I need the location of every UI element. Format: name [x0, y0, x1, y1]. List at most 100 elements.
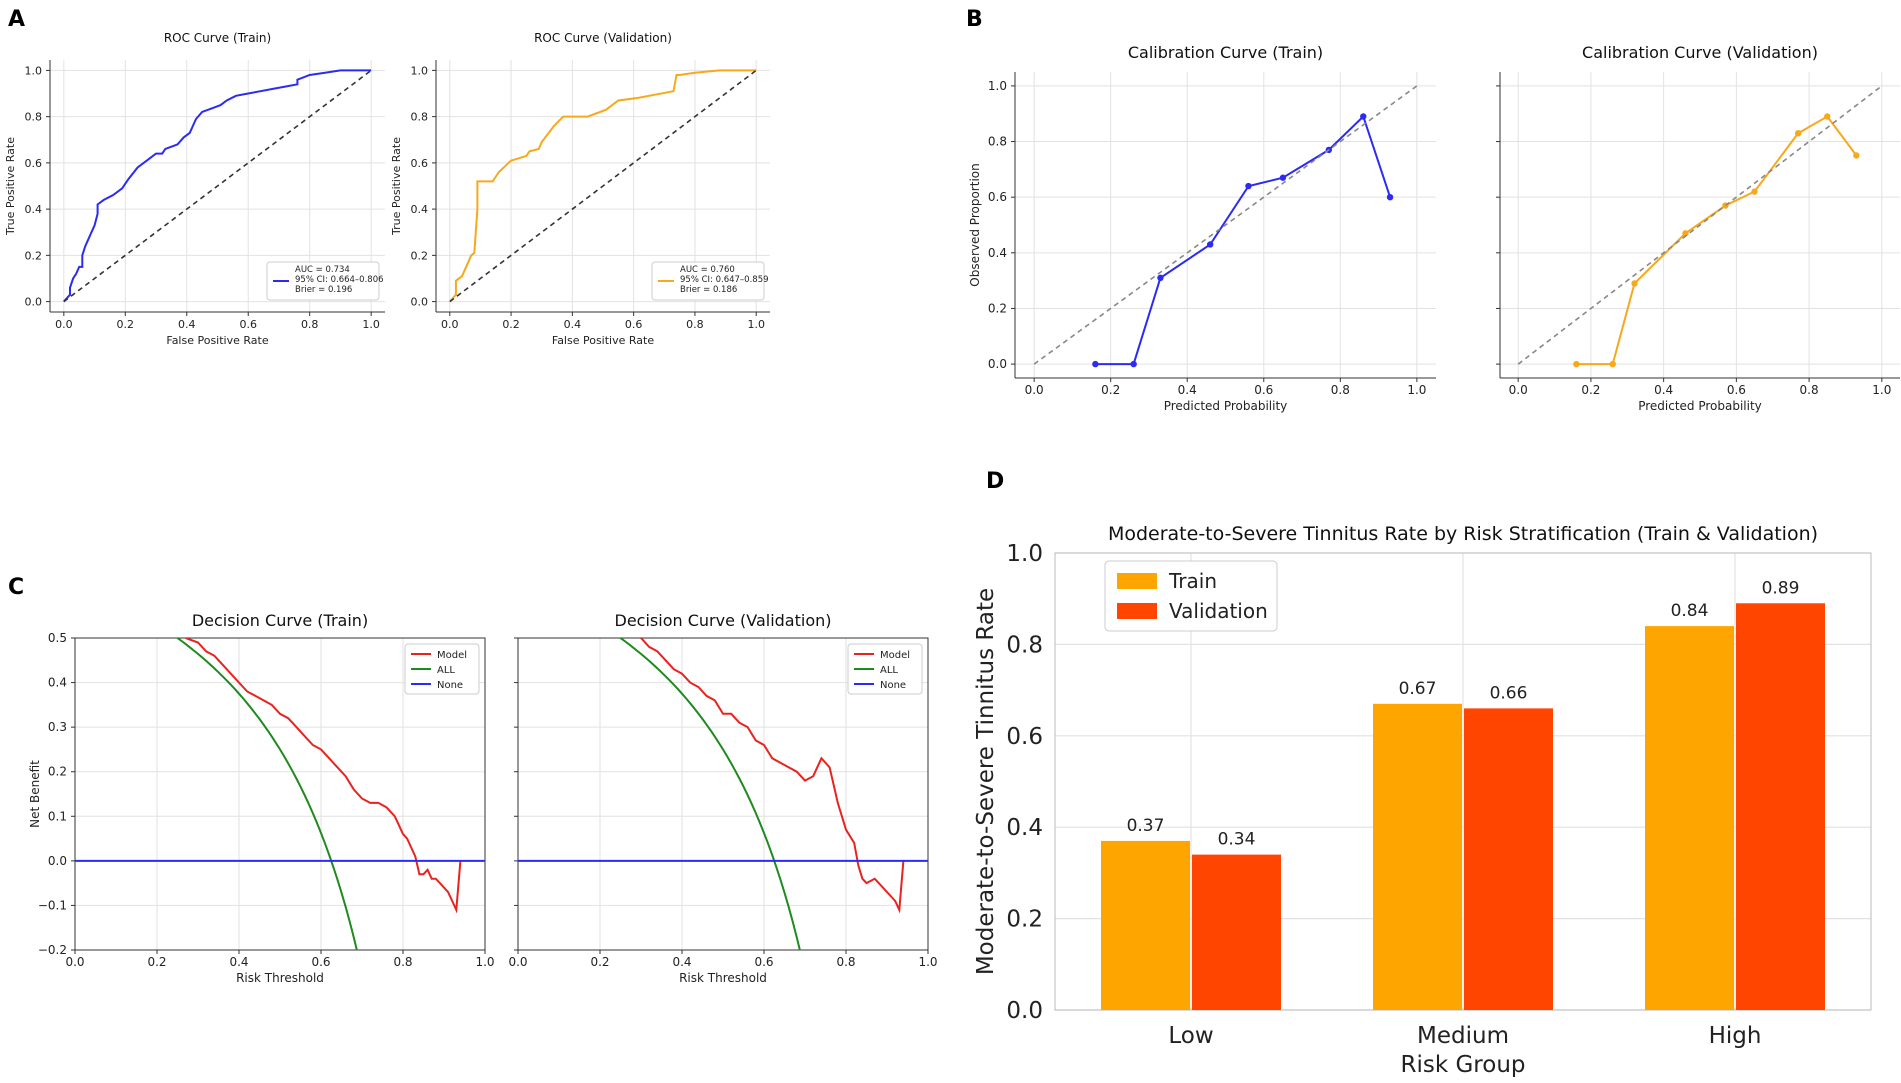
- series-line-perfect: [1517, 85, 1883, 365]
- bar-train-low: [1101, 840, 1190, 1010]
- x-tick-label: 0.4: [564, 318, 582, 331]
- x-tick-label: 0.8: [1331, 383, 1350, 397]
- series-line-model: [1576, 115, 1858, 366]
- x-tick-label: 0.6: [239, 318, 257, 331]
- legend-box: [404, 643, 480, 695]
- chart-title: Calibration Curve (Validation): [1582, 43, 1818, 62]
- x-tick-label: 0.2: [147, 955, 166, 969]
- legend-entry: Brier = 0.186: [680, 285, 737, 295]
- y-tick-label: 0.5: [48, 631, 67, 645]
- bar-train-medium: [1373, 703, 1462, 1010]
- data-point: [1206, 241, 1214, 248]
- y-tick-label: 0.6: [25, 157, 43, 170]
- x-tick-label: 0.2: [1581, 383, 1600, 397]
- x-axis-label: Risk Group: [1400, 1052, 1525, 1078]
- bar-value-label: 0.37: [1127, 816, 1165, 836]
- y-tick-label: 0.2: [1006, 907, 1043, 933]
- legend-swatch: [1117, 603, 1157, 619]
- bar-validation-high: [1736, 603, 1825, 1010]
- series-layer: [449, 69, 757, 303]
- x-axis-label: Risk Threshold: [679, 971, 767, 985]
- plot-frame: [1054, 552, 1872, 1011]
- bar-validation-medium: [1464, 708, 1553, 1010]
- chart-cal-train: 0.0 0.2 0.4 0.6 0.8 1.0 0.0 0.2 0.4 0.6 0.8 1.0 Cali…: [968, 43, 1436, 413]
- chart-roc-train: 0.0 0.2 0.4 0.6 0.8 1.0 0.0 0.2 0.4 0.6 0.8 1.0 ROC …: [4, 31, 385, 347]
- data-point: [1794, 130, 1802, 137]
- data-point: [1853, 152, 1860, 159]
- x-tick-label: 0.0: [441, 318, 459, 331]
- y-tick-label: 0.2: [411, 249, 429, 262]
- data-point: [1573, 360, 1580, 368]
- chart-roc-val: 0.0 0.2 0.4 0.6 0.8 1.0 0.0 0.2 0.4 0.6 0.8 1.0 ROC …: [390, 31, 770, 347]
- series-line-chance: [63, 69, 372, 303]
- legend-entry: Train: [1168, 569, 1217, 593]
- y-tick-label: 0.0: [988, 357, 1007, 371]
- x-tick-label: 0.4: [1654, 383, 1673, 397]
- y-tick-label: 0.4: [988, 246, 1007, 260]
- x-tick-label: 0.0: [1025, 383, 1044, 397]
- legend-entry: Validation: [1169, 599, 1268, 623]
- series-line-model: [640, 638, 905, 914]
- y-tick-label: 0.8: [988, 135, 1007, 149]
- y-axis-label: Observed Proportion: [968, 163, 982, 286]
- chart-title: Moderate-to-Severe Tinnitus Rate by Risk…: [1108, 523, 1818, 545]
- x-tick-label: 0.0: [1509, 383, 1528, 397]
- y-axis-label: Net Benefit: [28, 760, 42, 828]
- legend-entry: Model: [437, 650, 467, 661]
- x-tick-label: 0.8: [1800, 383, 1819, 397]
- panel-letter-c: C: [8, 575, 24, 600]
- x-tick-label: High: [1709, 1023, 1762, 1049]
- data-point: [1631, 280, 1638, 287]
- x-tick-label: 0.6: [754, 955, 773, 969]
- y-tick-label: 0.3: [48, 720, 67, 734]
- data-point: [1824, 113, 1831, 120]
- data-point: [1386, 193, 1394, 201]
- y-tick-label: 0.8: [411, 111, 429, 124]
- legend-entry: None: [437, 680, 463, 691]
- series-layer: [1033, 85, 1418, 368]
- series-line-roc: [449, 69, 757, 303]
- y-tick-label: 0.4: [48, 676, 67, 690]
- series-line-all: [175, 638, 358, 950]
- y-tick-label: 0.6: [988, 190, 1007, 204]
- plot-frame: [517, 637, 929, 951]
- series-line-model: [185, 638, 462, 914]
- y-tick-label: 1.0: [25, 64, 43, 77]
- series-layer: [1517, 85, 1883, 368]
- chart-dca-val: 0.0 0.2 0.4 0.6 0.8 1.0 Decision Curve (Valida…: [508, 611, 937, 985]
- data-point: [1682, 230, 1689, 237]
- plot-frame: [74, 637, 486, 951]
- series-line-chance: [449, 69, 757, 303]
- series-line-perfect: [1033, 85, 1418, 365]
- y-tick-label: 0.0: [1006, 998, 1043, 1024]
- x-tick-label: 0.8: [836, 955, 855, 969]
- data-point: [1751, 188, 1758, 195]
- bar-validation-low: [1192, 854, 1281, 1010]
- y-tick-label: 1.0: [411, 64, 429, 77]
- x-tick-label: 0.0: [65, 955, 84, 969]
- x-axis-label: Predicted Probability: [1164, 399, 1288, 413]
- x-tick-label: 0.4: [672, 955, 691, 969]
- x-axis-label: False Positive Rate: [552, 334, 654, 347]
- x-tick-label: 1.0: [475, 955, 494, 969]
- x-axis-label: Predicted Probability: [1638, 399, 1762, 413]
- y-tick-label: −0.2: [38, 943, 67, 957]
- series-layer: [518, 638, 928, 950]
- x-tick-label: 0.2: [590, 955, 609, 969]
- x-tick-label: 1.0: [1407, 383, 1426, 397]
- y-tick-label: 1.0: [1006, 541, 1043, 567]
- x-tick-label: Medium: [1417, 1023, 1509, 1049]
- data-point: [1245, 182, 1252, 190]
- x-tick-label: 1.0: [1872, 383, 1891, 397]
- y-tick-label: 0.0: [48, 854, 67, 868]
- chart-title: Decision Curve (Validation): [615, 611, 832, 630]
- bar-value-label: 0.84: [1671, 601, 1709, 621]
- panel-letter-d: D: [986, 469, 1004, 494]
- y-axis-label: Moderate-to-Severe Tinnitus Rate: [973, 588, 999, 975]
- chart-title: Calibration Curve (Train): [1128, 43, 1323, 62]
- y-tick-label: 0.8: [25, 111, 43, 124]
- legend-entry: ALL: [437, 665, 455, 676]
- legend-entry: None: [880, 680, 906, 691]
- x-tick-label: 0.8: [393, 955, 412, 969]
